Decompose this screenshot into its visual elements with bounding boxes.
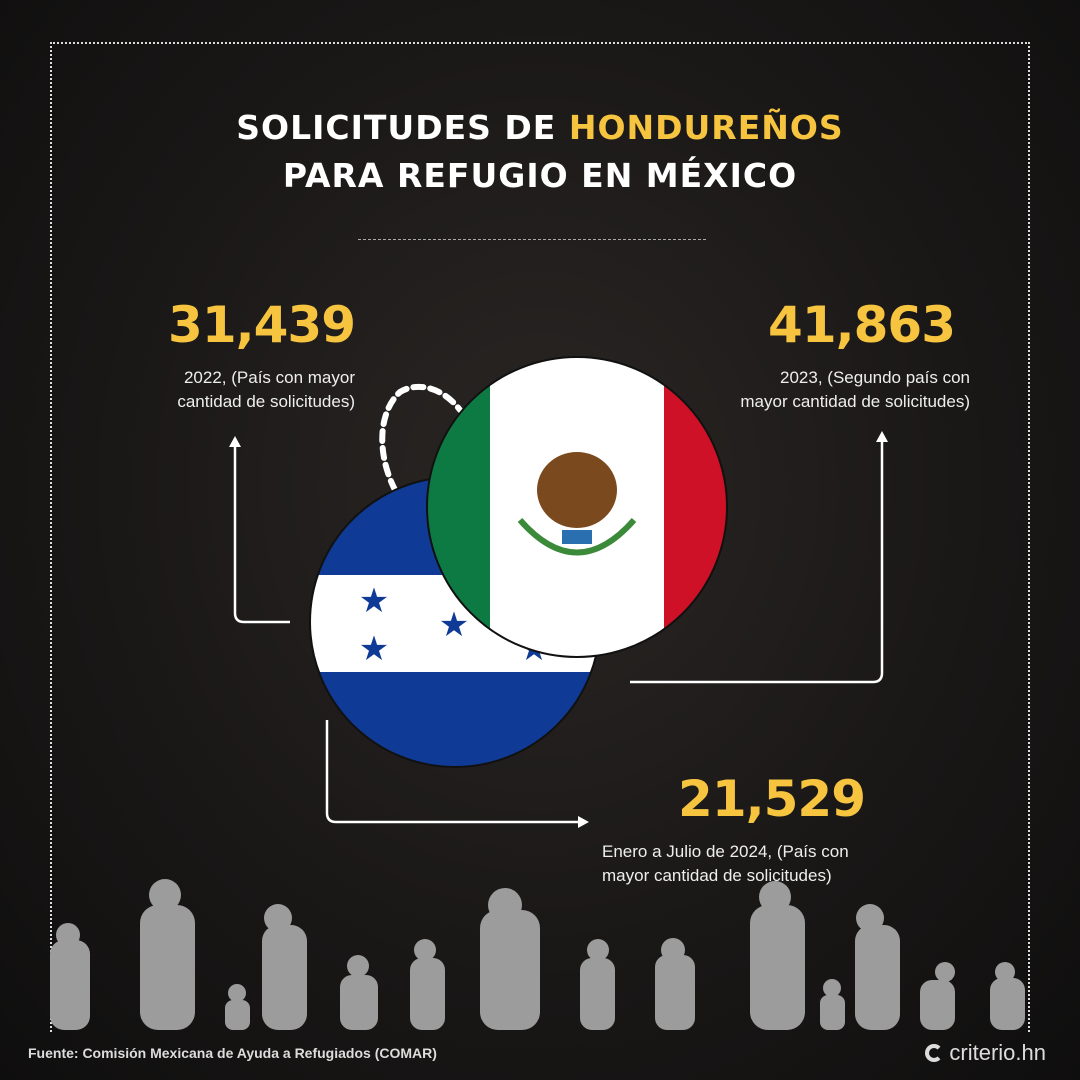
brand-logo: criterio.hn: [925, 1040, 1046, 1066]
stat-2023-value: 41,863: [768, 296, 956, 354]
svg-text:★: ★: [359, 629, 389, 669]
title-line-1: SOLICITUDES DE HONDUREÑOS: [0, 108, 1080, 147]
stat-2024-value: 21,529: [678, 770, 866, 828]
brand-name: criterio.hn: [949, 1040, 1046, 1065]
caption-line: cantidad de solicitudes): [177, 392, 355, 411]
title-text: SOLICITUDES DE: [236, 108, 569, 147]
caption-line: 2023, (Segundo país con: [780, 368, 970, 387]
arrow-head-icon: [229, 436, 241, 447]
arrow-head-icon: [876, 431, 888, 442]
dotted-frame: [50, 42, 1030, 1032]
source-note: Fuente: Comisión Mexicana de Ayuda a Ref…: [28, 1045, 437, 1061]
arrow-to-2024: [325, 720, 580, 824]
caption-line: mayor cantidad de solicitudes): [740, 392, 970, 411]
stat-2022-caption: 2022, (País con mayor cantidad de solicit…: [177, 366, 355, 414]
arrow-head-icon: [578, 816, 589, 828]
svg-text:★: ★: [439, 605, 469, 645]
caption-line: mayor cantidad de solicitudes): [602, 866, 832, 885]
footsteps-icon: [379, 383, 463, 493]
stat-2023-caption: 2023, (Segundo país con mayor cantidad de…: [740, 366, 970, 414]
svg-text:★: ★: [359, 581, 389, 621]
connector-arrows: [233, 440, 884, 824]
criterio-logo-icon: [925, 1044, 944, 1062]
arrow-to-2023: [630, 440, 884, 684]
title-line-2: PARA REFUGIO EN MÉXICO: [282, 156, 798, 195]
stat-2024-caption: Enero a Julio de 2024, (País con mayor ca…: [602, 840, 849, 888]
caption-line: 2022, (País con mayor: [183, 368, 355, 387]
divider: [358, 239, 706, 240]
migrant-silhouettes: [50, 879, 1025, 1030]
caption-line: Enero a Julio de 2024, (País con: [602, 842, 849, 861]
eagle-emblem: [537, 452, 617, 528]
stat-2022-value: 31,439: [168, 296, 356, 354]
arrow-to-2022: [233, 445, 290, 624]
title-highlight: HONDUREÑOS: [568, 108, 844, 147]
